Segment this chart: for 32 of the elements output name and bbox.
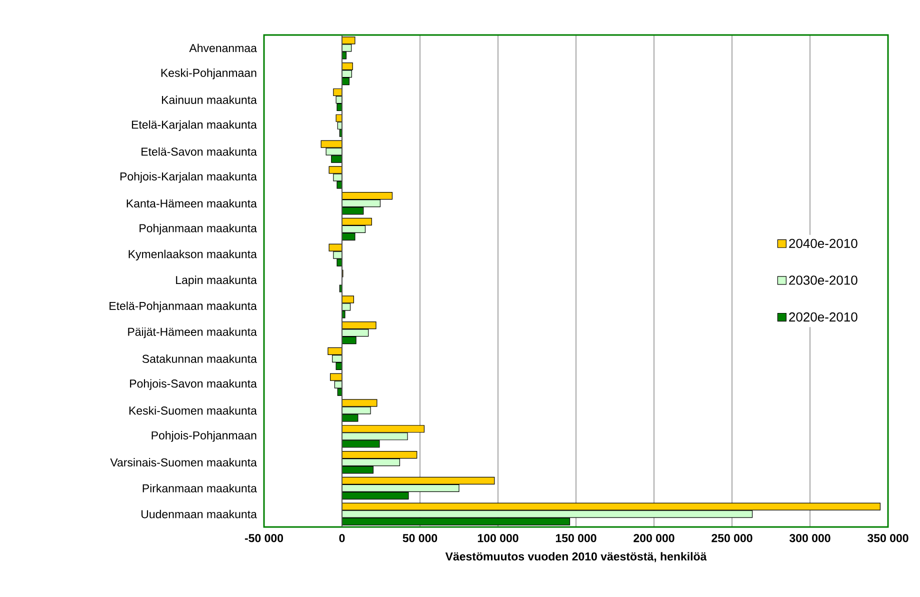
y-tick-label: Etelä-Pohjanmaan maakunta — [110, 302, 257, 312]
x-tick-label: 100 000 — [478, 534, 518, 542]
y-tick-label: Pohjois-Karjalan maakunta — [120, 172, 257, 183]
y-tick-label: Päijät-Hämeen maakunta — [128, 327, 257, 338]
y-tick-label: Pohjanmaan maakunta — [140, 224, 257, 235]
y-tick-label: Pohjois-Pohjanmaan — [152, 431, 256, 442]
y-tick-label: Pirkanmaan maakunta — [142, 484, 257, 492]
legend-label: 2040e-2010 — [789, 238, 858, 248]
legend-label: 2030e-2010 — [789, 276, 858, 285]
x-tick-label: -50 000 — [244, 534, 284, 542]
y-tick-label: Varsinais-Suomen maakunta — [110, 458, 257, 466]
y-tick-label: Keski-Suomen maakunta — [129, 406, 257, 415]
y-tick-label: Satakunnan maakunta — [142, 354, 257, 363]
y-tick-label: Kanta-Hämeen maakunta — [126, 199, 257, 208]
y-tick-label: Pohjois-Savon maakunta — [130, 379, 257, 390]
x-tick-label: 50 000 — [402, 534, 438, 542]
y-tick-label: Kymenlaakson maakunta — [128, 250, 257, 260]
legend-label: 2020e-2010 — [789, 312, 858, 322]
x-tick-label: 0 — [339, 534, 345, 542]
y-tick-label: Kainuun maakunta — [162, 96, 257, 104]
x-tick-label: 300 000 — [789, 534, 830, 542]
x-axis-title: Väestömuutos vuoden 2010 väestöstä, henkilöä — [445, 552, 707, 562]
x-tick-label: 200 000 — [634, 534, 674, 542]
y-tick-label: Etelä-Savon maakunta — [142, 147, 257, 156]
y-tick-label: Etelä-Karjalan maakunta — [132, 120, 257, 131]
y-tick-label: Uudenmaan maakunta — [142, 510, 257, 518]
x-tick-label: 250 000 — [712, 534, 752, 542]
y-tick-label: Lapin maakunta — [176, 276, 257, 286]
x-tick-label: 150 000 — [556, 534, 596, 542]
x-tick-label: 350 000 — [867, 534, 908, 542]
y-tick-label: Keski-Pohjanmaan — [161, 68, 256, 80]
y-tick-label: Ahvenanmaa — [189, 44, 257, 52]
